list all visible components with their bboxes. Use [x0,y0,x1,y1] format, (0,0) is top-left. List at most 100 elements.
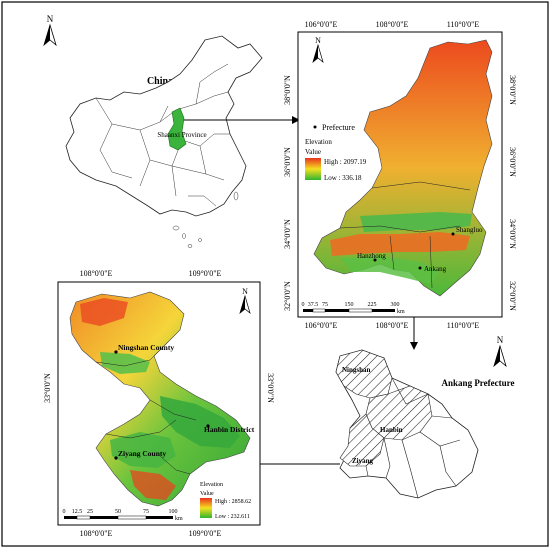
shaanxi-legend-high: High : 2097.19 [324,158,367,166]
ankang-lowland-1 [100,352,150,374]
ankang-point-icon [418,266,422,270]
shangluo-point-icon [451,232,455,236]
ankang-prefecture-panel: N Ankang Prefecture Ningshan Hanbin Ziya… [335,335,515,499]
china-north-arrow: N [43,14,57,47]
shaanxi-place-ankang: Ankang [424,265,447,273]
ankang-prefecture-north-label: N [497,335,504,345]
china-shaanxi-highlight [167,107,187,151]
ankang-top-lon-2: 109°0'0"E [189,269,222,278]
shaanxi-right-lat-2: 36°0'0"N [508,147,517,177]
shaanxi-top-lon-2: 108°0'0"E [376,20,409,29]
shaanxi-right-lat-1: 38°0'0"N [508,75,517,105]
shaanxi-scale-bar: 0 37.5 75 150 225 300 km [302,302,406,315]
hanbin-point-icon [206,424,210,428]
shaanxi-top-lon-3: 110°0'0"E [447,20,480,29]
ningshan-district [335,349,393,399]
shaanxi-bottom-lon-2: 108°0'0"E [376,321,409,330]
ankang-prefecture-title: Ankang Prefecture [442,378,515,388]
ankang-place-hanbin: Hanbin District [204,425,255,434]
scale-tick-2: 75 [322,302,328,308]
shaanxi-legend-prefecture: Prefecture [322,123,355,132]
north-arrow-fill-icon [494,346,500,366]
ankang-detail-county-borders [95,341,197,475]
shaanxi-north-arrow: N [312,36,324,63]
ankang-highland-2 [130,470,176,500]
ankang-bottom-lon-1: 108°0'0"E [80,529,113,538]
ankang-detail-legend: Elevation Value High : 2858.62 Low : 232… [200,482,251,520]
scale-tick-3: 150 [345,302,354,308]
ankang-left-lat: 33°0'0"N [43,373,52,403]
north-arrow-fill-icon [44,25,50,45]
ankang-legend-high: High : 2858.62 [215,499,251,505]
scale-tick-0: 0 [302,302,305,308]
shaanxi-top-lon-1: 106°0'0"E [305,20,338,29]
ankang-lowland-3 [110,432,176,468]
prefecture-point-icon [313,125,317,129]
ankang-place-ziyang: Ziyang County [118,449,166,458]
ziyang-point-icon [114,456,118,460]
shaanxi-elevation-ramp [305,158,321,180]
china-north-label: N [47,14,54,24]
shaanxi-right-lat-3: 34°0'0"N [508,219,517,249]
china-title: China [147,76,173,87]
china-province-label: Shaanxi Province [157,131,206,139]
ziyang-district [339,413,385,467]
district-label-ningshan: Ningshan [342,366,371,374]
ankang-detail-panel: 108°0'0"E 109°0'0"E 108°0'0"E 109°0'0"E … [43,269,275,538]
shaanxi-right-lat-4: 32°0'0"N [508,281,517,311]
scale-tick-1: 37.5 [308,302,319,308]
ankang-elevation-ramp [200,498,212,518]
scale-tick-4: 225 [368,302,377,308]
ankang-top-lon-1: 108°0'0"E [80,269,113,278]
ankang-prefecture-north-arrow: N [493,335,507,368]
ningshan-point-icon [114,350,118,354]
ankang-scale-unit: km [175,516,183,522]
shaanxi-qinling [330,232,470,256]
shaanxi-southern-basin [340,256,440,284]
ankang-detail-north-label: N [242,287,248,296]
ankang-place-ningshan: Ningshan County [118,343,174,352]
shaanxi-place-hanzhong: Hanzhong [357,252,386,260]
shaanxi-scale-unit: km [397,309,405,315]
shaanxi-left-lat-4: 32°0'0"N [283,281,292,311]
district-label-hanbin: Hanbin [380,426,403,434]
shaanxi-panel: 106°0'0"E 108°0'0"E 110°0'0"E 106°0'0"E … [283,20,517,330]
ankang-bottom-lon-2: 109°0'0"E [189,529,222,538]
district-label-ziyang: Ziyang [352,457,374,465]
china-outline [65,35,263,217]
shaanxi-north-label: N [315,36,321,45]
shaanxi-legend-value: Value [305,148,321,156]
ankang-scale-tick-1: 12.5 [72,509,83,515]
ankang-lowland-2 [160,396,240,448]
ankang-scale-tick-0: 0 [63,509,66,515]
ankang-scale-tick-3: 50 [115,509,121,515]
china-panel: N China Shaanxi Pr [43,14,263,248]
ankang-detail-north-arrow: N [239,287,251,314]
ankang-scale-bar: 0 12.5 25 50 75 100 km [63,509,184,522]
ankang-highland-1 [80,298,128,326]
ankang-scale-tick-2: 25 [87,509,93,515]
scale-tick-5: 300 [391,302,400,308]
shaanxi-left-lat-3: 34°0'0"N [283,219,292,249]
shaanxi-legend: Prefecture Elevation Value High : 2097.1… [305,123,367,182]
shaanxi-legend-elevation: Elevation [305,138,332,146]
china-islands [172,191,239,248]
shaanxi-left-lat-1: 38°0'0"N [283,75,292,105]
shaanxi-bottom-lon-3: 110°0'0"E [447,321,480,330]
ankang-legend-low: Low : 232.611 [215,514,250,520]
ankang-scale-tick-5: 100 [169,509,178,515]
shaanxi-place-shangluo: Shangluo [456,226,483,234]
hanzhong-point-icon [373,258,377,262]
north-arrow-fill-icon [240,296,245,313]
shaanxi-bottom-lon-1: 106°0'0"E [305,321,338,330]
ankang-legend-value: Value [200,491,214,497]
ankang-right-lat: 33°0'0"N [266,373,275,403]
ankang-scale-tick-4: 75 [143,509,149,515]
shaanxi-prefecture-boundaries [339,181,471,289]
ankang-legend-elevation: Elevation [200,482,223,488]
china-province-borders [95,63,230,207]
north-arrow-fill-icon [313,45,318,62]
shaanxi-left-lat-2: 36°0'0"N [283,147,292,177]
